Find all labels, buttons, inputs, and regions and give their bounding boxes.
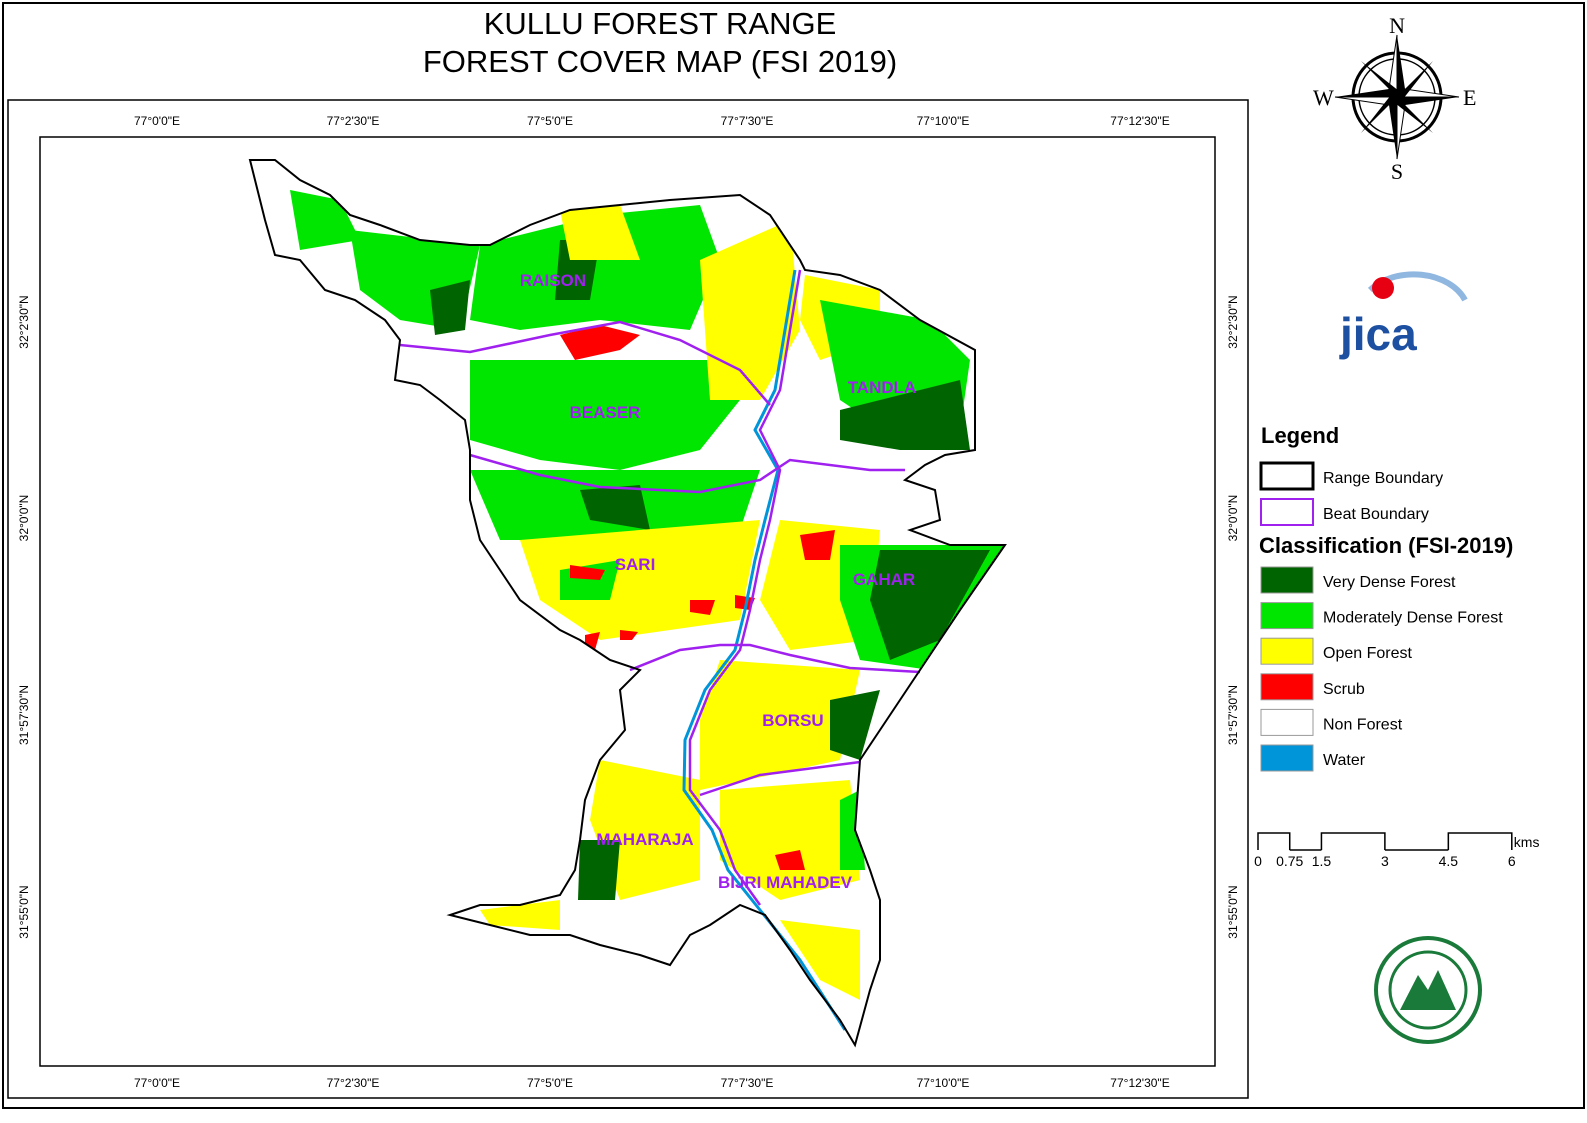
scale-bar: 0 0.75 1.5 3 4.5 6 kms — [1254, 832, 1540, 869]
legend-label: Moderately Dense Forest — [1323, 610, 1503, 627]
logo-text: jica — [1339, 308, 1417, 360]
beat-swatch — [1260, 498, 1314, 526]
beat-label: RAISON — [520, 271, 586, 290]
lon-label: 77°2'30"E — [327, 1076, 380, 1090]
beat-boundary — [688, 269, 802, 906]
beat-label: BORSU — [762, 711, 823, 730]
title-line: KULLU FOREST RANGE — [484, 6, 837, 41]
jica-logo: jica — [1339, 271, 1468, 360]
compass-s: S — [1391, 159, 1403, 184]
compass-n: N — [1389, 13, 1405, 38]
compass-e: E — [1463, 85, 1476, 110]
cover-patch — [620, 630, 638, 640]
cover-patch — [775, 850, 805, 870]
range-swatch — [1259, 461, 1315, 491]
range-boundary — [248, 159, 1007, 1048]
legend-label: Beat Boundary — [1323, 506, 1429, 523]
lat-label: 32°0'0"N — [1226, 495, 1240, 542]
beat-boundary — [469, 453, 905, 494]
beat-label: BEASER — [570, 403, 641, 422]
scale-label: 3 — [1381, 853, 1389, 869]
cover-patch — [870, 550, 990, 660]
cover-patch — [560, 205, 640, 260]
legend-label: Open Forest — [1323, 645, 1412, 662]
cover-patch — [780, 920, 860, 1000]
class-swatch — [1260, 637, 1314, 665]
legend-label: Non Forest — [1323, 716, 1403, 733]
lon-label: 77°10'0"E — [917, 1076, 970, 1090]
cover-patch — [430, 280, 470, 335]
cover-patch — [800, 530, 835, 560]
lon-label: 77°5'0"E — [527, 114, 573, 128]
legend-label: Scrub — [1323, 681, 1365, 698]
lon-label: 77°10'0"E — [917, 114, 970, 128]
lon-label: 77°0'0"E — [134, 114, 180, 128]
legend-label: Water — [1323, 752, 1366, 769]
scale-label: 6 — [1508, 853, 1516, 869]
beat-label: BIJRI MAHADEV — [718, 873, 853, 892]
lat-label: 32°2'30"N — [1226, 295, 1240, 348]
lat-label: 31°57'30"N — [17, 685, 31, 745]
beat-label: GAHAR — [853, 570, 915, 589]
beat-boundary — [629, 643, 921, 674]
lat-label: 31°57'30"N — [1226, 685, 1240, 745]
beat-boundary — [399, 320, 771, 406]
class-swatch — [1260, 673, 1314, 701]
cover-patch — [570, 565, 605, 580]
cover-patch — [700, 660, 860, 790]
compass-w: W — [1313, 85, 1334, 110]
beat-label: SARI — [615, 555, 656, 574]
compass: N S E W — [1313, 13, 1476, 184]
classification-title: Classification (FSI-2019) — [1259, 533, 1513, 558]
lon-label: 77°12'30"E — [1110, 114, 1169, 128]
class-swatch — [1260, 744, 1314, 772]
scale-label: 4.5 — [1439, 853, 1459, 869]
lon-label: 77°7'30"E — [721, 114, 774, 128]
class-swatch — [1260, 602, 1314, 630]
scale-unit: kms — [1514, 834, 1540, 850]
beat-boundary — [699, 760, 861, 797]
scale-label: 0 — [1254, 853, 1262, 869]
cover-patch — [578, 840, 620, 900]
scale-label: 0.75 — [1276, 853, 1303, 869]
lat-label: 31°55'0"N — [1226, 885, 1240, 938]
lat-label: 32°0'0"N — [17, 495, 31, 542]
lon-label: 77°5'0"E — [527, 1076, 573, 1090]
scale-segments — [1257, 832, 1513, 851]
class-swatch — [1260, 566, 1314, 594]
lon-label: 77°12'30"E — [1110, 1076, 1169, 1090]
cover-patch — [560, 325, 640, 360]
cover-patch — [480, 900, 560, 930]
cover-patch — [840, 380, 970, 450]
lon-label: 77°2'30"E — [327, 114, 380, 128]
legend-label: Very Dense Forest — [1323, 574, 1456, 591]
lat-label: 31°55'0"N — [17, 885, 31, 938]
scale-label: 1.5 — [1312, 853, 1332, 869]
cover-patches — [290, 190, 1005, 1000]
beat-label: MAHARAJA — [596, 830, 693, 849]
class-swatch — [1260, 708, 1314, 736]
map-area: RAISON BEASER TANDLA SARI GAHAR BORSU MAHARAJA… — [248, 159, 1007, 1048]
river — [682, 269, 847, 1031]
cover-patch — [830, 690, 880, 760]
legend: Legend Range Boundary Beat Boundary Clas… — [1259, 423, 1513, 772]
title-line: FOREST COVER MAP (FSI 2019) — [423, 44, 897, 79]
legend-label: Range Boundary — [1323, 470, 1443, 487]
beat-label: TANDLA — [848, 378, 917, 397]
lat-label: 32°2'30"N — [17, 295, 31, 348]
cover-patch — [580, 485, 650, 530]
emblem — [1374, 936, 1482, 1044]
cover-patch — [720, 780, 860, 900]
cover-patch — [470, 360, 740, 470]
cover-patch — [700, 220, 800, 400]
cover-patch — [690, 600, 715, 615]
lon-label: 77°7'30"E — [721, 1076, 774, 1090]
lon-label: 77°0'0"E — [134, 1076, 180, 1090]
legend-title: Legend — [1261, 423, 1339, 448]
